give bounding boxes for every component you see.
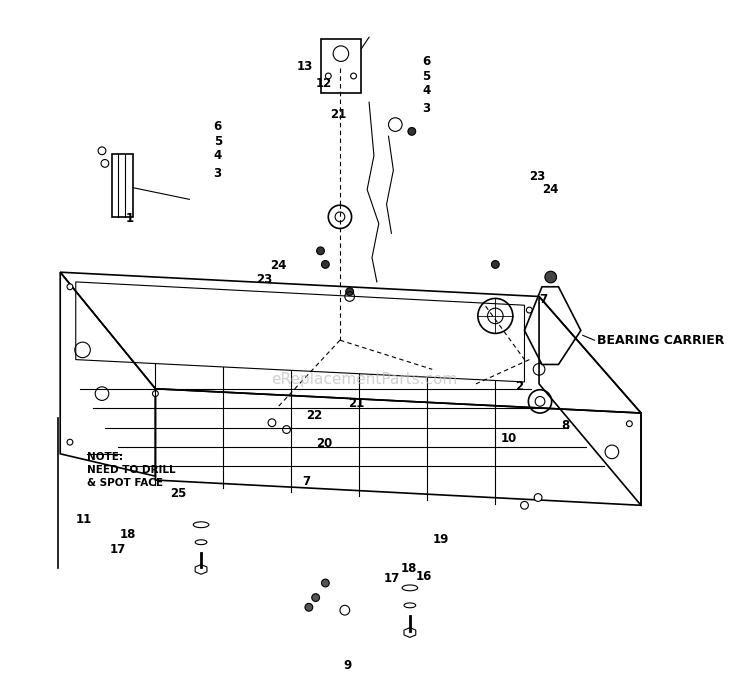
Text: 7: 7 [303, 475, 310, 487]
Text: 24: 24 [270, 259, 286, 272]
Text: 3: 3 [214, 166, 222, 179]
Bar [320, 39, 362, 92]
Circle shape [388, 118, 402, 132]
Text: 10: 10 [500, 432, 517, 445]
Text: 17: 17 [110, 543, 126, 556]
Text: BEARING CARRIER: BEARING CARRIER [597, 334, 724, 346]
Text: 1: 1 [126, 212, 134, 225]
Text: 18: 18 [119, 528, 136, 541]
Text: 7: 7 [539, 293, 548, 306]
Circle shape [67, 284, 73, 290]
Text: 2: 2 [514, 380, 523, 394]
Text: 5: 5 [214, 134, 222, 148]
Circle shape [534, 493, 542, 502]
Text: 21: 21 [348, 397, 364, 410]
Text: 23: 23 [530, 170, 545, 182]
Circle shape [322, 261, 329, 268]
Circle shape [545, 271, 556, 283]
Circle shape [305, 604, 313, 611]
Text: 19: 19 [432, 533, 448, 546]
Text: 12: 12 [316, 78, 332, 90]
Text: 24: 24 [542, 183, 558, 196]
Text: 8: 8 [562, 419, 570, 432]
Text: 23: 23 [256, 274, 272, 286]
Text: 16: 16 [416, 570, 432, 583]
Circle shape [283, 426, 290, 433]
Text: 4: 4 [214, 149, 222, 162]
Circle shape [626, 421, 632, 427]
Text: eReplacementParts.com: eReplacementParts.com [271, 371, 458, 387]
Bar [112, 154, 133, 217]
Text: 5: 5 [422, 69, 430, 82]
Text: 6: 6 [214, 120, 222, 133]
Circle shape [152, 391, 158, 396]
Circle shape [98, 147, 106, 155]
Circle shape [520, 502, 528, 509]
Text: 20: 20 [316, 437, 332, 450]
Text: 21: 21 [330, 108, 346, 121]
Circle shape [67, 439, 73, 445]
Circle shape [491, 261, 500, 268]
Text: 3: 3 [422, 102, 430, 114]
Text: 25: 25 [170, 487, 186, 500]
Text: 6: 6 [422, 55, 430, 68]
Text: 17: 17 [384, 572, 400, 585]
Circle shape [526, 307, 532, 313]
Circle shape [346, 288, 353, 295]
Text: 18: 18 [401, 562, 418, 575]
Circle shape [322, 579, 329, 587]
Text: 11: 11 [76, 514, 92, 527]
Circle shape [408, 128, 416, 135]
Text: 13: 13 [296, 60, 313, 73]
Circle shape [101, 159, 109, 167]
Text: NOTE:
NEED TO DRILL
& SPOT FACE: NOTE: NEED TO DRILL & SPOT FACE [88, 452, 176, 489]
Circle shape [268, 419, 276, 427]
Circle shape [312, 594, 320, 602]
Circle shape [316, 247, 325, 255]
Text: 9: 9 [344, 659, 352, 672]
Text: 4: 4 [422, 84, 430, 97]
Text: 22: 22 [306, 410, 322, 423]
